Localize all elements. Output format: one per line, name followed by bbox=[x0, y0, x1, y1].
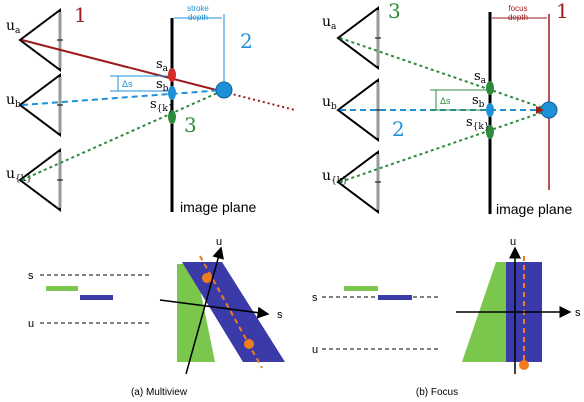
sample-a bbox=[168, 68, 176, 82]
u-axis-label-right: u bbox=[510, 236, 516, 248]
stroke-depth-label-1: stroke bbox=[187, 4, 209, 13]
image-plane-label-right: image plane bbox=[496, 201, 572, 217]
u-axis-label: u bbox=[216, 236, 222, 248]
view-label-b: ub bbox=[6, 92, 21, 110]
sample-label-b: sb bbox=[156, 77, 169, 94]
scene-point bbox=[215, 81, 233, 99]
sample-a-right bbox=[486, 81, 494, 95]
s-axis bbox=[159, 299, 270, 319]
orange-point-top bbox=[202, 273, 212, 283]
camera-k-right bbox=[336, 150, 381, 214]
focus-arrowhead bbox=[536, 106, 544, 114]
ray-green-right-k bbox=[339, 109, 550, 183]
u-axis bbox=[185, 246, 224, 375]
delta-label: Δs bbox=[122, 79, 133, 89]
sample-label-b-right: sb bbox=[472, 93, 485, 110]
sample-b bbox=[168, 86, 176, 100]
sample-k bbox=[168, 110, 176, 124]
sample-label-a: sa bbox=[156, 57, 169, 74]
stroke-depth-label-2: depth bbox=[188, 13, 208, 22]
camera-b bbox=[18, 73, 63, 137]
navy-epi-band bbox=[182, 262, 285, 362]
sample-label-a-right: sa bbox=[474, 69, 487, 86]
ray-green bbox=[21, 89, 225, 181]
s-axis-label: s bbox=[277, 309, 283, 321]
camera-b-right bbox=[336, 78, 381, 142]
sample-label-k: s{k} bbox=[150, 97, 174, 114]
camera-a bbox=[18, 8, 63, 72]
number-blue-right: 2 bbox=[392, 117, 405, 141]
green-epi-band bbox=[177, 264, 215, 362]
camera-a-right bbox=[336, 6, 381, 70]
green-segment-right bbox=[344, 286, 378, 291]
number-red-right: 1 bbox=[556, 0, 569, 23]
s-line-label: s bbox=[28, 270, 34, 282]
u-line-label-right: u bbox=[312, 344, 318, 356]
number-blue: 2 bbox=[240, 29, 253, 53]
multiview-camera-panel: ua ub u{k} image plane stroke depth Δs s… bbox=[6, 3, 296, 215]
focus-depth-label-2: depth bbox=[508, 13, 528, 22]
view-label-a-right: ua bbox=[322, 14, 337, 32]
number-green-right: 3 bbox=[388, 0, 401, 23]
sample-k-right bbox=[486, 125, 494, 139]
number-green: 3 bbox=[184, 113, 197, 137]
view-label-k: u{k} bbox=[6, 166, 32, 184]
ray-green-right-a bbox=[339, 37, 550, 111]
ray-red bbox=[21, 39, 225, 93]
focus-camera-panel: ua ub u{k} image plane focus depth Δs sa… bbox=[322, 0, 572, 217]
s-line-label-right: s bbox=[312, 292, 318, 304]
caption-multiview: (a) Multiview bbox=[131, 387, 188, 398]
view-label-a: ua bbox=[6, 18, 21, 36]
sample-b-right bbox=[486, 103, 494, 117]
orange-point-right bbox=[519, 360, 529, 370]
navy-segment-right bbox=[378, 295, 412, 300]
ray-red-extension bbox=[223, 91, 296, 111]
focus-depth-label-1: focus bbox=[508, 4, 527, 13]
multiview-epi-panel: s u u s (a) Multiview bbox=[28, 236, 285, 398]
delta-label-right: Δs bbox=[440, 96, 451, 106]
image-plane-label: image plane bbox=[180, 199, 256, 215]
orange-point-bottom bbox=[244, 339, 254, 349]
number-red: 1 bbox=[74, 3, 87, 27]
navy-segment bbox=[80, 295, 113, 300]
caption-focus: (b) Focus bbox=[416, 387, 458, 398]
sample-label-k-right: s{k} bbox=[466, 115, 490, 132]
s-axis-label-right: s bbox=[575, 307, 581, 319]
u-line-label: u bbox=[28, 318, 34, 330]
view-label-k-right: u{k} bbox=[322, 168, 348, 186]
green-segment bbox=[46, 286, 78, 291]
focus-epi-panel: s u u s (b) Focus bbox=[312, 236, 581, 398]
camera-k bbox=[18, 148, 63, 212]
view-label-b-right: ub bbox=[322, 94, 337, 112]
ray-blue bbox=[21, 89, 225, 106]
